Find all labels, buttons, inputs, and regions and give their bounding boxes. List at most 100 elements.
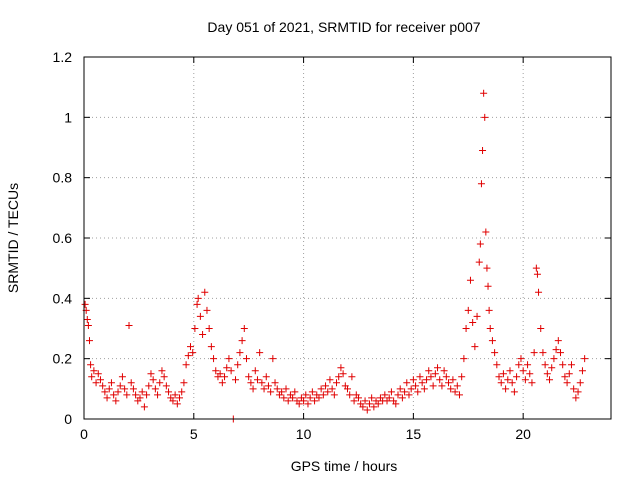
data-point — [269, 355, 277, 363]
y-tick-label: 1 — [64, 109, 72, 125]
data-point — [458, 373, 466, 381]
data-point — [193, 300, 201, 308]
data-point — [232, 376, 240, 384]
data-point — [140, 403, 148, 411]
data-point — [533, 270, 541, 278]
data-point — [289, 394, 297, 402]
data-point — [194, 294, 202, 302]
data-point — [484, 282, 492, 290]
data-point — [201, 288, 209, 296]
data-point — [129, 385, 137, 393]
data-point — [370, 403, 378, 411]
data-point — [216, 370, 224, 378]
data-point — [182, 361, 190, 369]
data-point — [249, 385, 257, 393]
data-point — [162, 382, 170, 390]
x-tick-label: 0 — [80, 426, 88, 442]
data-point — [223, 364, 231, 372]
data-point — [535, 288, 543, 296]
data-point — [258, 379, 266, 387]
data-point — [315, 394, 323, 402]
data-point — [409, 376, 417, 384]
data-point — [510, 388, 518, 396]
data-point — [361, 397, 369, 405]
data-point — [154, 391, 162, 399]
data-point — [497, 379, 505, 387]
data-point — [278, 388, 286, 396]
data-point — [476, 240, 484, 248]
data-point — [335, 373, 343, 381]
data-point — [138, 388, 146, 396]
data-point — [304, 400, 312, 408]
data-point — [567, 361, 575, 369]
data-point — [453, 382, 461, 390]
data-point — [169, 397, 177, 405]
data-point — [92, 379, 100, 387]
data-point — [234, 361, 242, 369]
y-axis-label: SRMTID / TECUs — [5, 183, 21, 293]
data-point — [401, 388, 409, 396]
data-point — [455, 391, 463, 399]
data-point — [176, 394, 184, 402]
data-point — [83, 315, 91, 323]
data-point — [87, 361, 95, 369]
data-point — [125, 321, 133, 329]
data-point — [322, 382, 330, 390]
data-point — [412, 382, 420, 390]
data-point — [425, 367, 433, 375]
data-point — [180, 379, 188, 387]
data-point — [245, 373, 253, 381]
data-point — [114, 388, 122, 396]
data-point — [486, 325, 494, 332]
data-point — [431, 370, 439, 378]
data-point — [559, 361, 567, 369]
data-point — [324, 388, 332, 396]
chart-title: Day 051 of 2021, SRMTID for receiver p00… — [207, 19, 480, 35]
data-point — [460, 355, 468, 363]
data-point — [212, 367, 220, 375]
data-point — [165, 388, 173, 396]
data-point — [306, 394, 314, 402]
data-point — [101, 388, 109, 396]
data-point — [517, 355, 525, 363]
data-point — [418, 379, 426, 387]
x-tick-label: 5 — [190, 426, 198, 442]
data-point — [526, 370, 534, 378]
data-point — [438, 382, 446, 390]
data-point — [218, 379, 226, 387]
data-point — [337, 364, 345, 372]
data-point — [260, 385, 268, 393]
data-point — [107, 379, 115, 387]
data-point — [434, 364, 442, 372]
data-point — [247, 379, 255, 387]
data-point — [184, 352, 192, 360]
data-point — [477, 180, 485, 188]
data-point — [440, 367, 448, 375]
data-point — [88, 373, 96, 381]
data-point — [112, 397, 120, 405]
data-point — [554, 337, 562, 345]
data-point — [328, 385, 336, 393]
data-point — [524, 361, 532, 369]
data-point — [116, 382, 124, 390]
data-point — [570, 385, 578, 393]
data-point — [374, 400, 382, 408]
x-tick-label: 10 — [296, 426, 312, 442]
data-point — [506, 367, 514, 375]
data-point — [284, 397, 292, 405]
data-point — [499, 370, 507, 378]
data-point — [447, 385, 455, 393]
data-point — [449, 376, 457, 384]
data-point — [203, 306, 211, 314]
data-point — [466, 276, 474, 284]
data-point — [238, 337, 246, 345]
data-point — [392, 400, 400, 408]
data-point — [199, 331, 207, 339]
data-point — [160, 373, 168, 381]
data-point — [451, 388, 459, 396]
data-point — [396, 385, 404, 393]
data-point — [291, 388, 299, 396]
data-point — [398, 394, 406, 402]
data-point — [481, 113, 489, 121]
data-point — [84, 321, 92, 329]
